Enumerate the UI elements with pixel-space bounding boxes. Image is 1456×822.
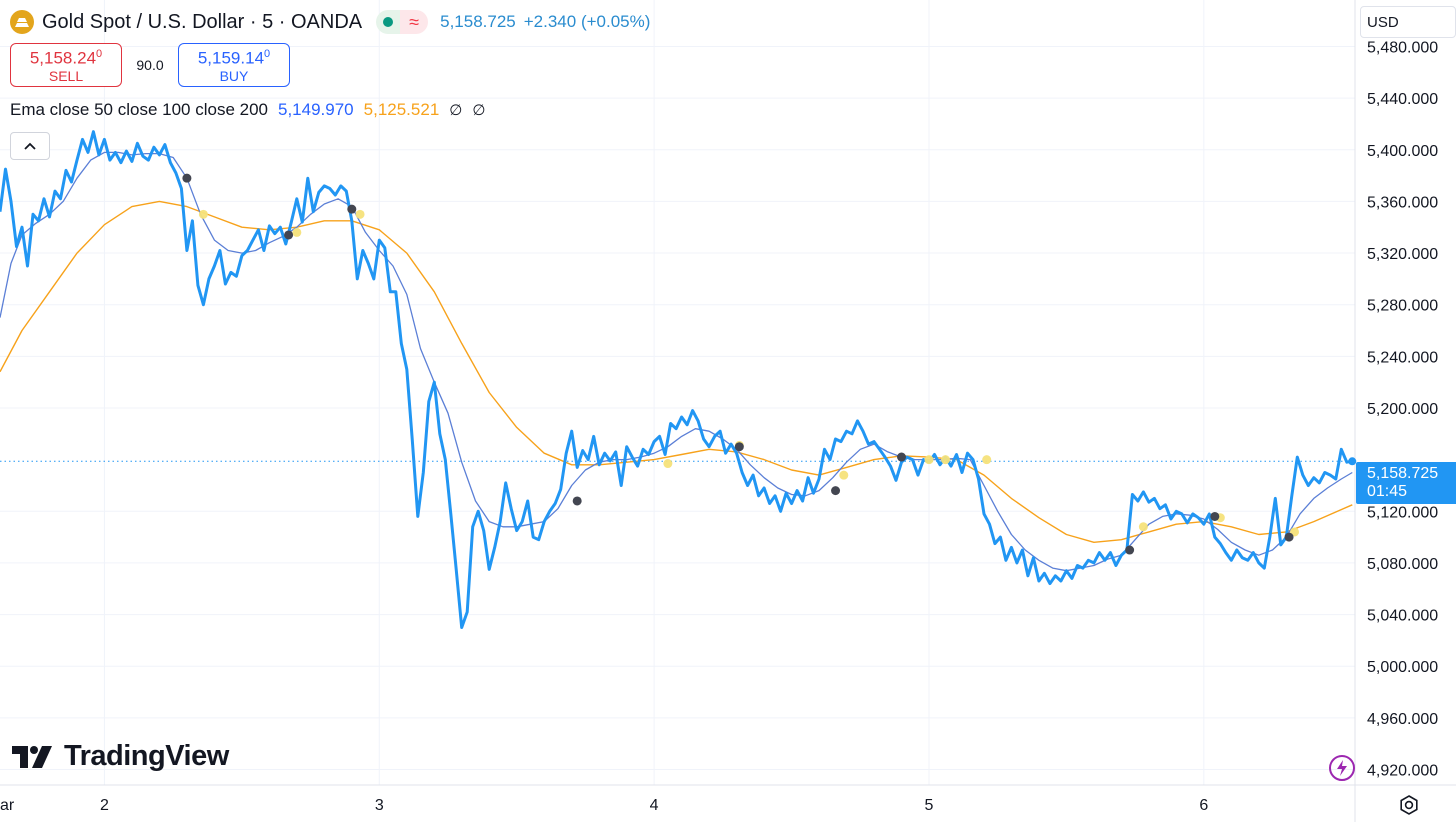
y-tick-label: 5,080.000 <box>1367 556 1438 573</box>
market-open-icon <box>376 10 401 34</box>
collapse-legend-button[interactable] <box>10 132 50 160</box>
signal-marker-dark <box>897 452 907 462</box>
signal-marker-dark <box>572 496 582 506</box>
x-tick-label: 5 <box>925 797 934 814</box>
current-price: 5,158.725 <box>1367 465 1439 482</box>
signal-marker-yellow <box>198 209 208 219</box>
sell-price: 5,158.24 <box>29 48 97 68</box>
sell-price-sup: 0 <box>96 47 103 60</box>
currency-value: USD <box>1367 13 1399 31</box>
y-tick-label: 5,120.000 <box>1367 504 1438 521</box>
signal-marker-dark <box>1125 545 1135 555</box>
last-price-dot <box>1348 457 1357 466</box>
symbol-title[interactable]: Gold Spot / U.S. Dollar · 5 · OANDA <box>42 10 363 33</box>
buy-price-sup: 0 <box>264 47 271 60</box>
header-change: +2.340 (+0.05%) <box>523 12 651 31</box>
signal-marker-yellow <box>839 470 849 480</box>
tradingview-logo-icon <box>12 745 52 768</box>
signal-marker-yellow <box>292 227 302 237</box>
header-last-price: 5,158.725 <box>440 12 516 31</box>
signal-marker-dark <box>347 204 357 214</box>
indicator-legend[interactable]: Ema close 50 close 100 close 200 5,149.9… <box>10 100 485 120</box>
spread-value: 90.0 <box>136 57 164 73</box>
ema-4-value: ∅ <box>472 102 486 119</box>
y-tick-label: 5,040.000 <box>1367 608 1438 625</box>
y-tick-label: 5,280.000 <box>1367 298 1438 315</box>
currency-select[interactable]: USD <box>1360 6 1456 38</box>
signal-marker-dark <box>284 230 294 240</box>
trade-panel: 5,158.240 SELL 90.0 5,159.140 BUY <box>10 43 290 87</box>
chart-settings-icon[interactable] <box>1396 792 1422 818</box>
ema-50-value: 5,149.970 <box>278 100 354 119</box>
indicator-name[interactable]: Ema close 50 close 100 close 200 <box>10 100 268 119</box>
y-tick-label: 5,360.000 <box>1367 194 1438 211</box>
market-status[interactable]: ≈ <box>376 10 429 34</box>
x-tick-label: 4 <box>650 797 659 814</box>
x-tick-label: ar <box>0 797 15 814</box>
signal-marker-yellow <box>355 209 365 219</box>
current-price-label: 5,158.725 01:45 <box>1356 462 1456 504</box>
tradingview-logo[interactable]: TradingView <box>12 740 229 773</box>
price-series-line <box>0 130 1353 629</box>
x-tick-label: 3 <box>375 797 384 814</box>
y-tick-label: 5,200.000 <box>1367 401 1438 418</box>
flash-icon[interactable] <box>1328 754 1356 782</box>
y-tick-label: 4,920.000 <box>1367 763 1438 780</box>
y-tick-label: 5,440.000 <box>1367 91 1438 108</box>
sell-label: SELL <box>48 68 84 85</box>
signal-marker-yellow <box>982 455 992 465</box>
signal-marker-yellow <box>1138 522 1148 532</box>
logo-text: TradingView <box>64 740 229 772</box>
signal-marker-dark <box>1210 511 1220 521</box>
y-tick-label: 4,960.000 <box>1367 711 1438 728</box>
y-tick-label: 5,240.000 <box>1367 349 1438 366</box>
buy-button[interactable]: 5,159.140 BUY <box>178 43 290 87</box>
signal-marker-yellow <box>924 455 934 465</box>
ema-3-value: ∅ <box>449 102 463 119</box>
signal-marker-dark <box>831 486 841 496</box>
y-tick-label: 5,480.000 <box>1367 39 1438 56</box>
ema-100-value: 5,125.521 <box>363 100 440 119</box>
signal-marker-dark <box>182 173 192 183</box>
y-tick-label: 5,400.000 <box>1367 143 1438 160</box>
signal-marker-dark <box>734 442 744 452</box>
signal-marker-dark <box>1284 532 1294 542</box>
signal-marker-yellow <box>663 459 673 469</box>
symbol-header: Gold Spot / U.S. Dollar · 5 · OANDA ≈ 5,… <box>10 8 650 36</box>
sell-button[interactable]: 5,158.240 SELL <box>10 43 122 87</box>
signal-marker-yellow <box>940 455 950 465</box>
delayed-data-icon: ≈ <box>400 10 429 34</box>
y-tick-label: 5,320.000 <box>1367 246 1438 263</box>
y-tick-label: 5,000.000 <box>1367 659 1438 676</box>
buy-price: 5,159.14 <box>197 48 265 68</box>
chevron-up-icon <box>24 142 36 150</box>
bar-countdown: 01:45 <box>1367 483 1408 500</box>
ema-100-line <box>0 200 1353 543</box>
x-tick-label: 2 <box>100 797 109 814</box>
x-tick-label: 6 <box>1199 797 1208 814</box>
gold-coin-icon <box>10 10 34 34</box>
buy-label: BUY <box>219 68 249 85</box>
